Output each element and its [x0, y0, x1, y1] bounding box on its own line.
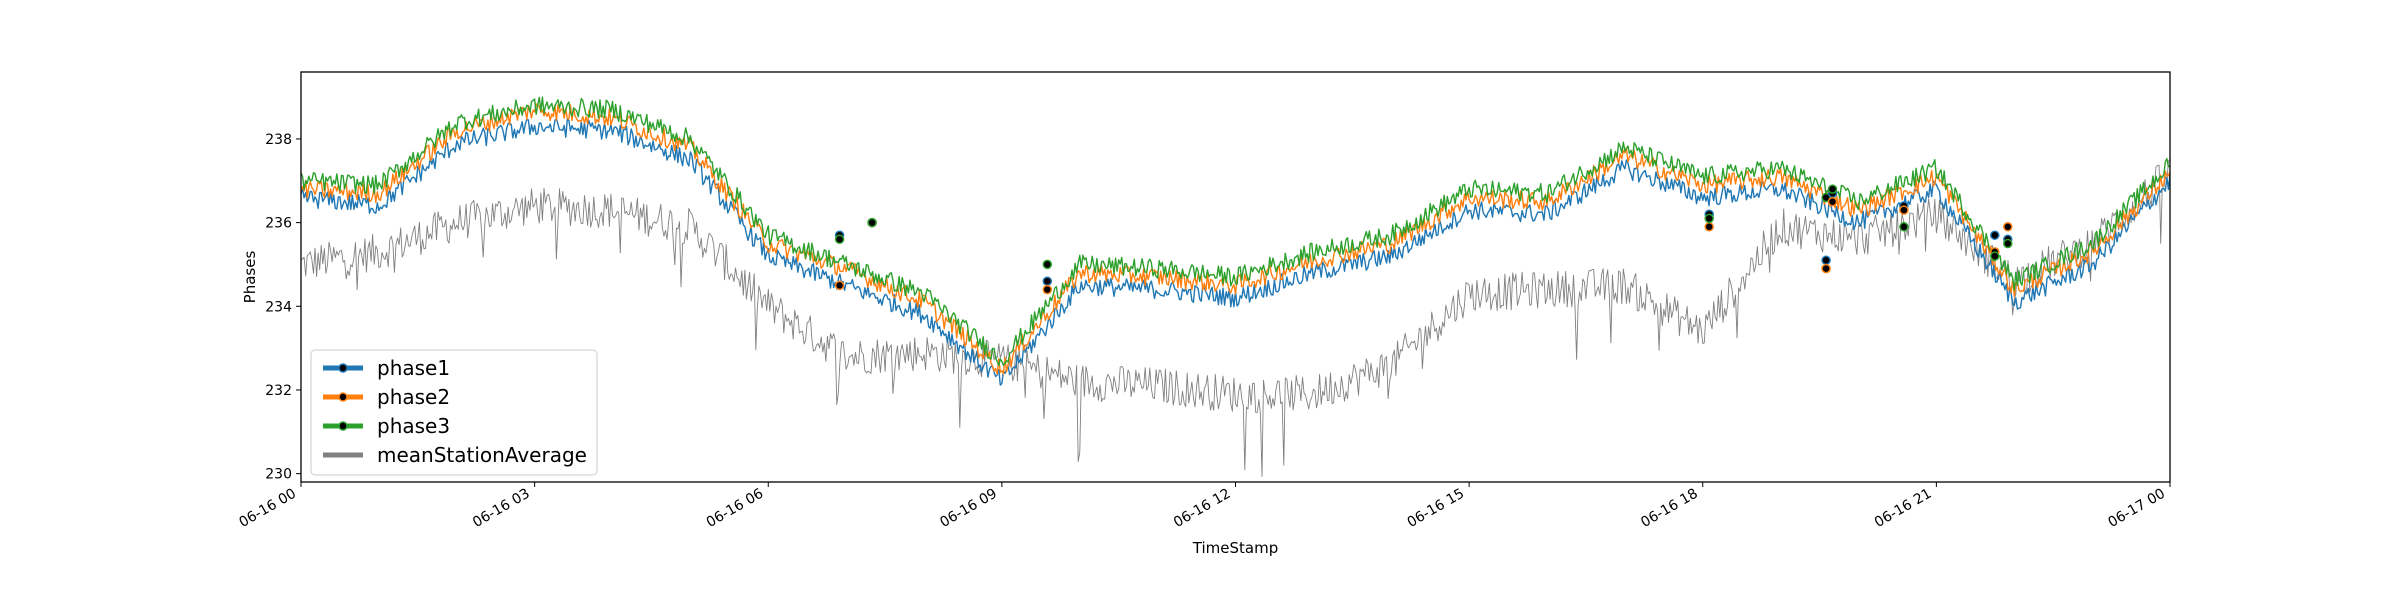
x-tick-label: 06-16 18: [1638, 486, 1701, 531]
event-marker-phase2: [1704, 222, 1714, 232]
y-axis: 230 232 234 236 238: [265, 132, 301, 483]
x-tick-label: 06-16 12: [1171, 486, 1234, 531]
x-tick-label: 06-16 03: [470, 486, 533, 531]
event-marker-phase2: [2003, 222, 2013, 232]
event-marker-phase3: [1042, 259, 1053, 270]
legend-label-phase3: phase3: [377, 414, 450, 438]
legend-label-phase2: phase2: [377, 385, 450, 409]
event-marker-phase2: [1042, 284, 1053, 295]
legend-label-meanStationAverage: meanStationAverage: [377, 443, 587, 467]
y-axis-label: Phases: [241, 251, 259, 304]
event-marker-phase3: [1821, 192, 1831, 203]
event-marker-phase2: [1827, 196, 1838, 207]
event-marker-phase3: [1990, 251, 2000, 261]
event-marker-phase3: [1704, 213, 1714, 224]
y-tick-label: 234: [265, 299, 292, 315]
y-tick-label: 230: [265, 467, 292, 483]
event-markers: [834, 184, 2013, 295]
event-marker-phase1: [1042, 276, 1053, 286]
x-axis: 06-16 00 06-16 03 06-16 06 06-16 09 06-16 12…: [236, 482, 2171, 531]
y-tick-label: 236: [265, 216, 292, 232]
event-marker-phase1: [1990, 230, 2000, 240]
event-marker-phase3: [1827, 184, 1838, 194]
series-lines: [300, 96, 2171, 477]
series-line-phase2: [300, 103, 2171, 375]
x-tick-label: 06-16 15: [1405, 486, 1468, 531]
series-line-meanStationAverage: [300, 159, 2171, 477]
x-tick-label: 06-16 06: [704, 486, 767, 531]
x-tick-label: 06-17 00: [2105, 486, 2168, 531]
legend-marker-phase2: [338, 392, 348, 402]
event-marker-phase3: [834, 234, 845, 245]
event-marker-phase2: [1821, 263, 1831, 274]
event-marker-phase2: [834, 280, 845, 291]
y-tick-label: 232: [265, 383, 292, 399]
legend-box: [310, 349, 598, 476]
event-marker-phase3: [2003, 238, 2013, 249]
event-marker-phase3: [867, 217, 877, 228]
event-marker-phase3: [1899, 222, 1909, 232]
y-tick-label: 238: [265, 132, 292, 148]
x-tick-label: 06-16 00: [236, 486, 299, 531]
series-line-phase1: [300, 118, 2171, 386]
legend: phase1 phase2 phase3 meanStationAverage: [310, 349, 598, 476]
legend-label-phase1: phase1: [377, 356, 450, 380]
x-tick-label: 06-16 09: [937, 486, 1000, 531]
event-marker-phase2: [1899, 205, 1909, 215]
series-line-phase3: [300, 96, 2171, 367]
event-marker-phase1: [1821, 255, 1831, 266]
legend-marker-phase1: [338, 363, 348, 373]
x-tick-label: 06-16 21: [1872, 486, 1935, 531]
x-axis-label: TimeStamp: [1192, 539, 1278, 557]
legend-marker-phase3: [338, 421, 348, 431]
